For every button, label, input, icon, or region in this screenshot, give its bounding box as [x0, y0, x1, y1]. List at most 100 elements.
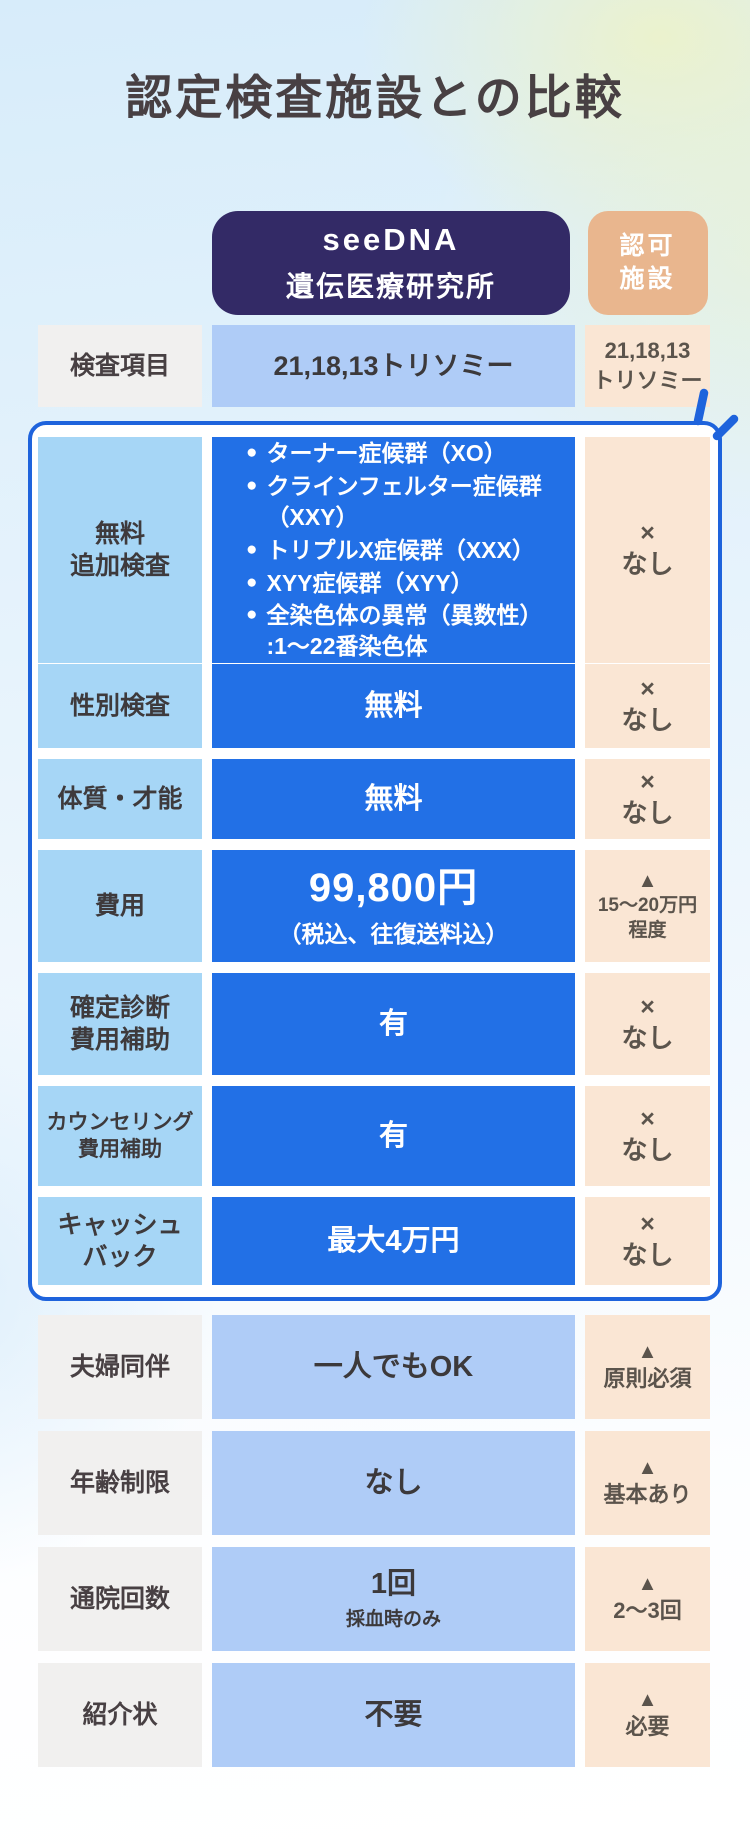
- cross-mark: ×: [640, 993, 655, 1022]
- cross-mark: ×: [640, 1210, 655, 1239]
- row-couple-accompany-approved: ▲ 原則必須: [585, 1315, 710, 1420]
- row-age-limit-seedna: なし: [212, 1431, 575, 1536]
- row-couple-accompany-seedna: 一人でもOK: [212, 1315, 575, 1420]
- approved-cost-approx: 程度: [628, 920, 667, 942]
- free-label-line2: 追加検査: [69, 552, 170, 581]
- approved-value: 原則必須: [603, 1365, 692, 1391]
- row-traits-talent: 体質・才能 無料 × なし: [38, 759, 710, 840]
- approved-cost-range: 15〜20万円: [597, 894, 698, 916]
- row-test-items-approved: 21,18,13 トリソミー: [585, 325, 710, 408]
- triangle-mark: ▲: [637, 869, 658, 892]
- triangle-mark: ▲: [637, 1340, 658, 1363]
- row-referral-letter: 紹介状 不要 ▲ 必要: [38, 1663, 750, 1768]
- approved-value: なし: [621, 1023, 674, 1054]
- cost-price-note: （税込、往復送料込）: [278, 921, 509, 948]
- bullet-icon: ●: [246, 604, 258, 626]
- page-title: 認定検査施設との比較: [125, 71, 625, 124]
- header-seedna: seeDNA 遺伝医療研究所: [212, 211, 570, 316]
- bullet-icon: ●: [246, 475, 258, 497]
- row-referral-letter-approved: ▲ 必要: [585, 1663, 710, 1768]
- row-cashback-label: キャッシュ バック: [38, 1197, 202, 1286]
- row-diagnosis-subsidy-approved: × なし: [585, 973, 710, 1076]
- row-cost-approved: ▲ 15〜20万円 程度: [585, 850, 710, 963]
- cross-mark: ×: [640, 675, 655, 704]
- bullet-icon: ●: [246, 571, 258, 593]
- counseling-label-line2: 費用補助: [78, 1138, 162, 1162]
- list-item: ● クラインフェルター症候群 （XXY）: [246, 471, 542, 533]
- row-age-limit-label: 年齢制限: [38, 1431, 202, 1536]
- emphasis-sparks-icon: [693, 389, 739, 441]
- approved-value: なし: [621, 1135, 674, 1166]
- row-traits-talent-label: 体質・才能: [38, 759, 202, 840]
- row-diagnosis-subsidy-seedna: 有: [212, 973, 575, 1076]
- row-age-limit-approved: ▲ 基本あり: [585, 1431, 710, 1536]
- row-counseling-subsidy-approved: × なし: [585, 1086, 710, 1187]
- header-seedna-institute: 遺伝医療研究所: [285, 270, 496, 302]
- header-seedna-brand: seeDNA: [322, 221, 460, 257]
- header-approved-facility: 認可 施設: [587, 211, 708, 316]
- row-traits-talent-approved: × なし: [585, 759, 710, 840]
- row-cost-label: 費用: [38, 850, 202, 963]
- row-cost: 費用 99,800円 （税込、往復送料込） ▲ 15〜20万円 程度: [38, 850, 710, 963]
- approved-value: 必要: [625, 1713, 670, 1739]
- cashback-label-line1: キャッシュ: [57, 1210, 183, 1239]
- free-label-line1: 無料: [94, 519, 145, 548]
- triangle-mark: ▲: [637, 1572, 658, 1595]
- row-free-extra-tests-seedna: ● ターナー症候群（XO） ● クラインフェルター症候群 （XXY） ● トリプルX症…: [212, 437, 575, 664]
- diagnosis-label-line1: 確定診断: [69, 993, 170, 1022]
- row-counseling-subsidy: カウンセリング 費用補助 有 × なし: [38, 1086, 710, 1187]
- cashback-label-line2: バック: [82, 1243, 158, 1272]
- visits-count: 1回: [370, 1568, 417, 1601]
- row-free-extra-tests-label: 無料 追加検査: [38, 437, 202, 664]
- header-approved-line2: 施設: [619, 265, 676, 294]
- row-referral-letter-seedna: 不要: [212, 1663, 575, 1768]
- table-header-row: seeDNA 遺伝医療研究所 認可 施設: [38, 211, 750, 316]
- row-cashback-approved: × なし: [585, 1197, 710, 1286]
- row-hospital-visits-seedna: 1回 採血時のみ: [212, 1547, 575, 1652]
- approved-value: 基本あり: [603, 1481, 692, 1507]
- row-traits-talent-seedna: 無料: [212, 759, 575, 840]
- row-free-extra-tests: 無料 追加検査 ● ターナー症候群（XO） ● クラインフェルター症候群 （XXY）…: [38, 437, 710, 664]
- row-gender-test: 性別検査 無料 × なし: [38, 664, 710, 749]
- list-item: ● 全染色体の異常（異数性） :1〜22番染色体: [246, 600, 542, 662]
- row-gender-test-seedna: 無料: [212, 664, 575, 749]
- header-approved-line1: 認可: [619, 231, 676, 260]
- approved-value: なし: [621, 705, 674, 736]
- row-cashback-seedna: 最大4万円: [212, 1197, 575, 1286]
- cross-mark: ×: [640, 768, 655, 797]
- list-item: ● XYY症候群（XYY）: [246, 568, 474, 599]
- highlight-box: 無料 追加検査 ● ターナー症候群（XO） ● クラインフェルター症候群 （XXY）…: [28, 389, 739, 1302]
- list-item: ● ターナー症候群（XO）: [246, 438, 507, 469]
- visits-note: 採血時のみ: [345, 1608, 441, 1630]
- row-age-limit: 年齢制限 なし ▲ 基本あり: [38, 1431, 750, 1536]
- triangle-mark: ▲: [637, 1456, 658, 1479]
- row-free-extra-tests-approved: × なし: [585, 437, 710, 664]
- row-referral-letter-label: 紹介状: [38, 1663, 202, 1768]
- row-couple-accompany-label: 夫婦同伴: [38, 1315, 202, 1420]
- row-cost-seedna: 99,800円 （税込、往復送料込）: [212, 850, 575, 963]
- approved-trisomy-line1: 21,18,13: [604, 337, 691, 363]
- row-counseling-subsidy-seedna: 有: [212, 1086, 575, 1187]
- list-item: ● トリプルX症候群（XXX）: [246, 535, 535, 566]
- approved-value: なし: [621, 798, 674, 829]
- row-couple-accompany: 夫婦同伴 一人でもOK ▲ 原則必須: [38, 1315, 750, 1420]
- header-spacer: [38, 211, 202, 315]
- approved-trisomy-line2: トリソミー: [592, 368, 703, 394]
- bullet-icon: ●: [246, 442, 258, 464]
- bullet-icon: ●: [246, 538, 258, 560]
- row-cashback: キャッシュ バック 最大4万円 × なし: [38, 1197, 710, 1286]
- row-test-items-seedna: 21,18,13トリソミー: [212, 325, 575, 408]
- row-diagnosis-subsidy: 確定診断 費用補助 有 × なし: [38, 973, 710, 1076]
- cross-mark: ×: [640, 1105, 655, 1134]
- row-hospital-visits: 通院回数 1回 採血時のみ ▲ 2〜3回: [38, 1547, 750, 1652]
- row-counseling-subsidy-label: カウンセリング 費用補助: [38, 1086, 202, 1187]
- row-diagnosis-subsidy-label: 確定診断 費用補助: [38, 973, 202, 1076]
- triangle-mark: ▲: [637, 1688, 658, 1711]
- row-gender-test-label: 性別検査: [38, 664, 202, 749]
- row-gender-test-approved: × なし: [585, 664, 710, 749]
- row-test-items: 検査項目 21,18,13トリソミー 21,18,13 トリソミー: [38, 325, 750, 408]
- counseling-label-line1: カウンセリング: [46, 1111, 194, 1135]
- cost-price: 99,800円: [308, 866, 479, 911]
- row-hospital-visits-approved: ▲ 2〜3回: [585, 1547, 710, 1652]
